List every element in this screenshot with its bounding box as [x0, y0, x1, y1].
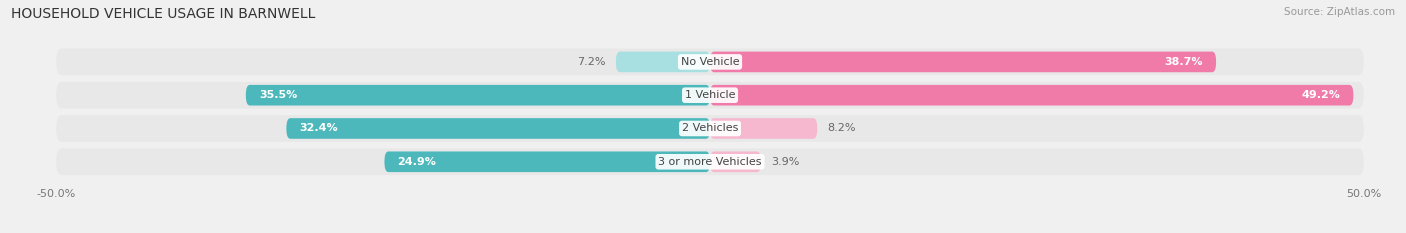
FancyBboxPatch shape [56, 49, 1364, 75]
FancyBboxPatch shape [616, 51, 710, 72]
FancyBboxPatch shape [246, 85, 710, 106]
Text: 32.4%: 32.4% [299, 123, 337, 134]
FancyBboxPatch shape [384, 151, 710, 172]
FancyBboxPatch shape [710, 51, 1216, 72]
FancyBboxPatch shape [56, 82, 1364, 109]
Text: 24.9%: 24.9% [398, 157, 436, 167]
Text: 7.2%: 7.2% [576, 57, 606, 67]
Text: 2 Vehicles: 2 Vehicles [682, 123, 738, 134]
Text: HOUSEHOLD VEHICLE USAGE IN BARNWELL: HOUSEHOLD VEHICLE USAGE IN BARNWELL [11, 7, 315, 21]
Text: 35.5%: 35.5% [259, 90, 297, 100]
Text: Source: ZipAtlas.com: Source: ZipAtlas.com [1284, 7, 1395, 17]
Text: 3 or more Vehicles: 3 or more Vehicles [658, 157, 762, 167]
Text: 8.2%: 8.2% [828, 123, 856, 134]
Text: 49.2%: 49.2% [1302, 90, 1340, 100]
FancyBboxPatch shape [710, 85, 1354, 106]
FancyBboxPatch shape [710, 118, 817, 139]
Text: 1 Vehicle: 1 Vehicle [685, 90, 735, 100]
FancyBboxPatch shape [56, 115, 1364, 142]
Text: 3.9%: 3.9% [772, 157, 800, 167]
FancyBboxPatch shape [56, 148, 1364, 175]
Text: 38.7%: 38.7% [1164, 57, 1204, 67]
FancyBboxPatch shape [287, 118, 710, 139]
Text: No Vehicle: No Vehicle [681, 57, 740, 67]
FancyBboxPatch shape [710, 151, 761, 172]
